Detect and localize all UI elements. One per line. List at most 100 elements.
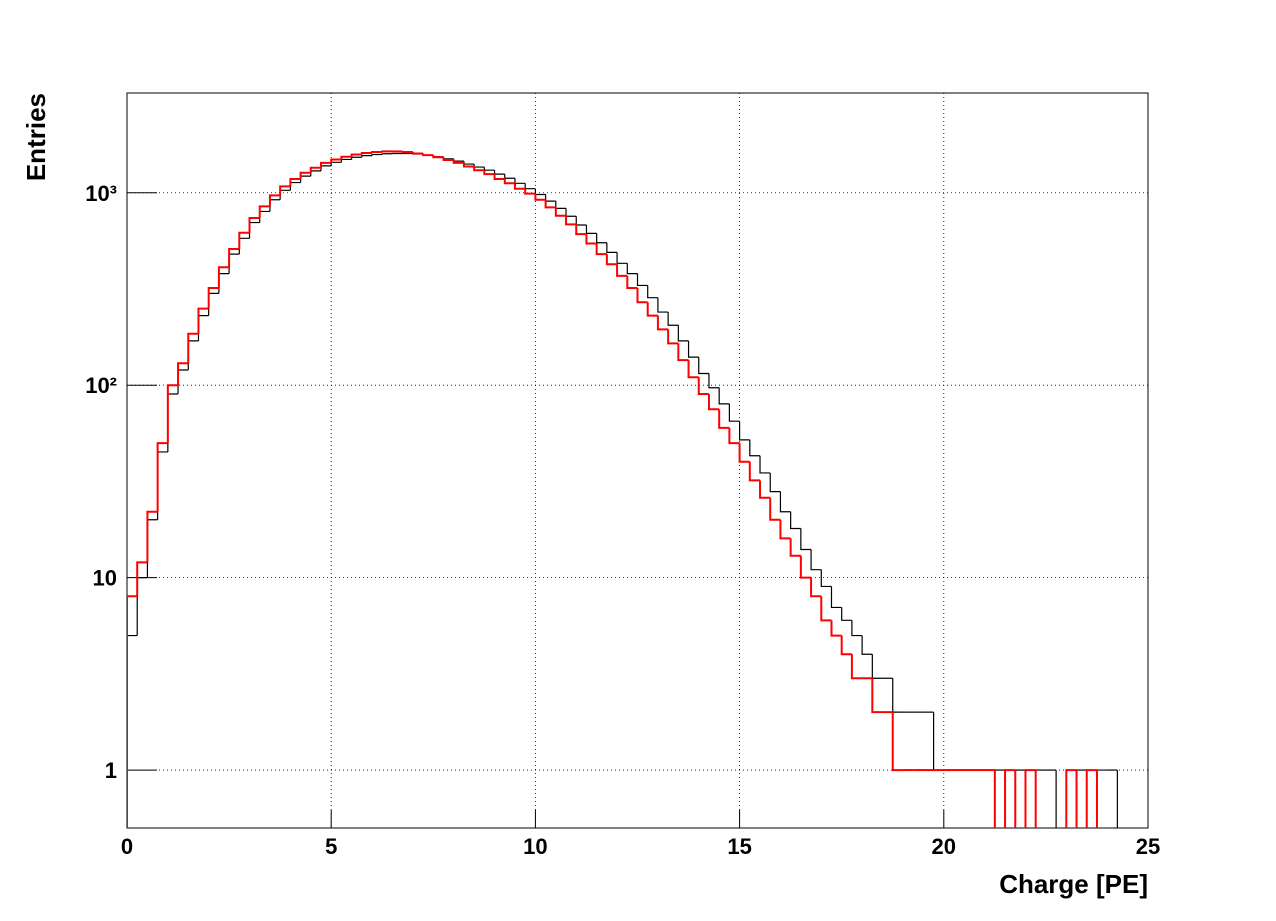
histogram-bin — [1095, 770, 1098, 828]
histogram-bin — [646, 302, 658, 317]
histogram-bin — [575, 224, 587, 236]
histogram-bin — [422, 153, 434, 157]
histogram-bin — [667, 329, 679, 345]
x-tick-label: 25 — [1136, 834, 1160, 859]
histogram-bin — [851, 620, 863, 637]
histogram-bin — [1085, 769, 1097, 828]
histogram-bin — [381, 150, 393, 153]
histogram-bin — [381, 153, 393, 155]
histogram-bin — [718, 409, 730, 429]
histogram-bin — [830, 620, 842, 637]
histogram-bin — [993, 770, 996, 828]
histogram-bin — [657, 297, 669, 313]
x-tick-label: 20 — [932, 834, 956, 859]
histogram-bin — [790, 511, 801, 530]
histogram-bin — [789, 538, 801, 557]
y-axis-label: Entries — [21, 93, 51, 181]
histogram-bin — [258, 205, 270, 218]
histogram-bin — [1055, 770, 1057, 828]
histogram-bin — [503, 178, 515, 185]
histogram-bin — [861, 635, 873, 655]
histogram-bin — [1065, 769, 1077, 828]
histogram-bin — [411, 151, 424, 155]
histogram-bin — [156, 442, 168, 512]
histogram-bin — [840, 635, 852, 656]
histogram-bin — [810, 577, 822, 598]
histogram-bin — [667, 312, 679, 326]
histogram-bin — [1004, 769, 1016, 828]
histogram-bin — [534, 193, 546, 201]
histogram-bin — [810, 549, 822, 571]
x-tick-label: 5 — [325, 834, 337, 859]
histogram-bin — [698, 357, 709, 375]
histogram-bin — [452, 160, 464, 164]
histogram-bin — [493, 174, 505, 180]
histogram-bin — [748, 461, 761, 482]
histogram-bin — [1116, 770, 1118, 828]
histogram-bin — [371, 150, 383, 153]
histogram-bin — [371, 153, 383, 156]
histogram-bin — [1034, 770, 1037, 828]
histogram-bin — [841, 607, 852, 621]
histogram-bin — [309, 166, 321, 173]
histogram-bin — [769, 497, 781, 521]
histogram-bin — [769, 472, 781, 493]
histogram-bin — [697, 377, 709, 396]
histogram-bin — [800, 528, 812, 551]
histogram-bin — [779, 519, 791, 540]
histogram-bin — [442, 157, 454, 162]
histogram-bin — [187, 332, 199, 364]
histogram-bin — [749, 439, 761, 457]
histogram-bin — [595, 243, 607, 256]
histogram-bin — [127, 634, 138, 828]
histogram-bin — [197, 307, 209, 334]
histogram-bin — [177, 362, 189, 386]
y-tick-label: 10³ — [85, 181, 117, 206]
histogram-bin — [677, 343, 689, 362]
histogram-bin — [207, 287, 219, 309]
histogram-bin — [127, 595, 138, 828]
y-tick-label: 10 — [93, 566, 117, 591]
histogram-bin — [1014, 770, 1017, 828]
histogram-bin — [626, 263, 638, 275]
histogram-bin — [217, 266, 230, 289]
histogram-bin — [268, 194, 281, 207]
histogram-bin — [248, 216, 260, 233]
histogram-bin — [647, 285, 658, 299]
plot-frame — [126, 92, 1149, 829]
histogram-bin — [299, 171, 311, 179]
histogram-bin — [279, 185, 291, 196]
histogram-bin — [228, 248, 240, 268]
histogram-bin — [728, 427, 740, 445]
histogram-bin — [636, 273, 648, 287]
histogram-bin — [319, 161, 332, 168]
histogram-bin — [1024, 769, 1036, 828]
histogram-bin — [636, 288, 648, 304]
histogram-bin — [554, 207, 567, 217]
histogram-bin — [707, 394, 720, 411]
histogram-bin — [891, 712, 903, 772]
histogram-bin — [779, 491, 791, 513]
y-tick-label: 10² — [85, 373, 117, 398]
x-tick-label: 10 — [523, 834, 547, 859]
histogram-bin — [136, 561, 148, 597]
histogram-bin — [728, 403, 740, 422]
histogram-bin — [483, 170, 495, 176]
histogram-bin — [340, 155, 352, 160]
histogram-bin — [850, 654, 863, 680]
x-axis-label: Charge [PE] — [999, 869, 1148, 899]
histogram-bin — [289, 177, 301, 187]
histogram-bin — [616, 264, 628, 277]
histogram-bin — [462, 162, 475, 168]
histogram-bin — [146, 510, 158, 563]
histogram-bin — [330, 158, 342, 163]
histogram-bin — [238, 231, 250, 250]
histogram-bin — [759, 455, 771, 474]
histogram-bin — [708, 373, 720, 389]
histogram-bin — [799, 555, 812, 579]
histogram-bin — [166, 384, 179, 444]
x-tick-label: 0 — [121, 834, 133, 859]
histogram-bin — [432, 155, 444, 159]
